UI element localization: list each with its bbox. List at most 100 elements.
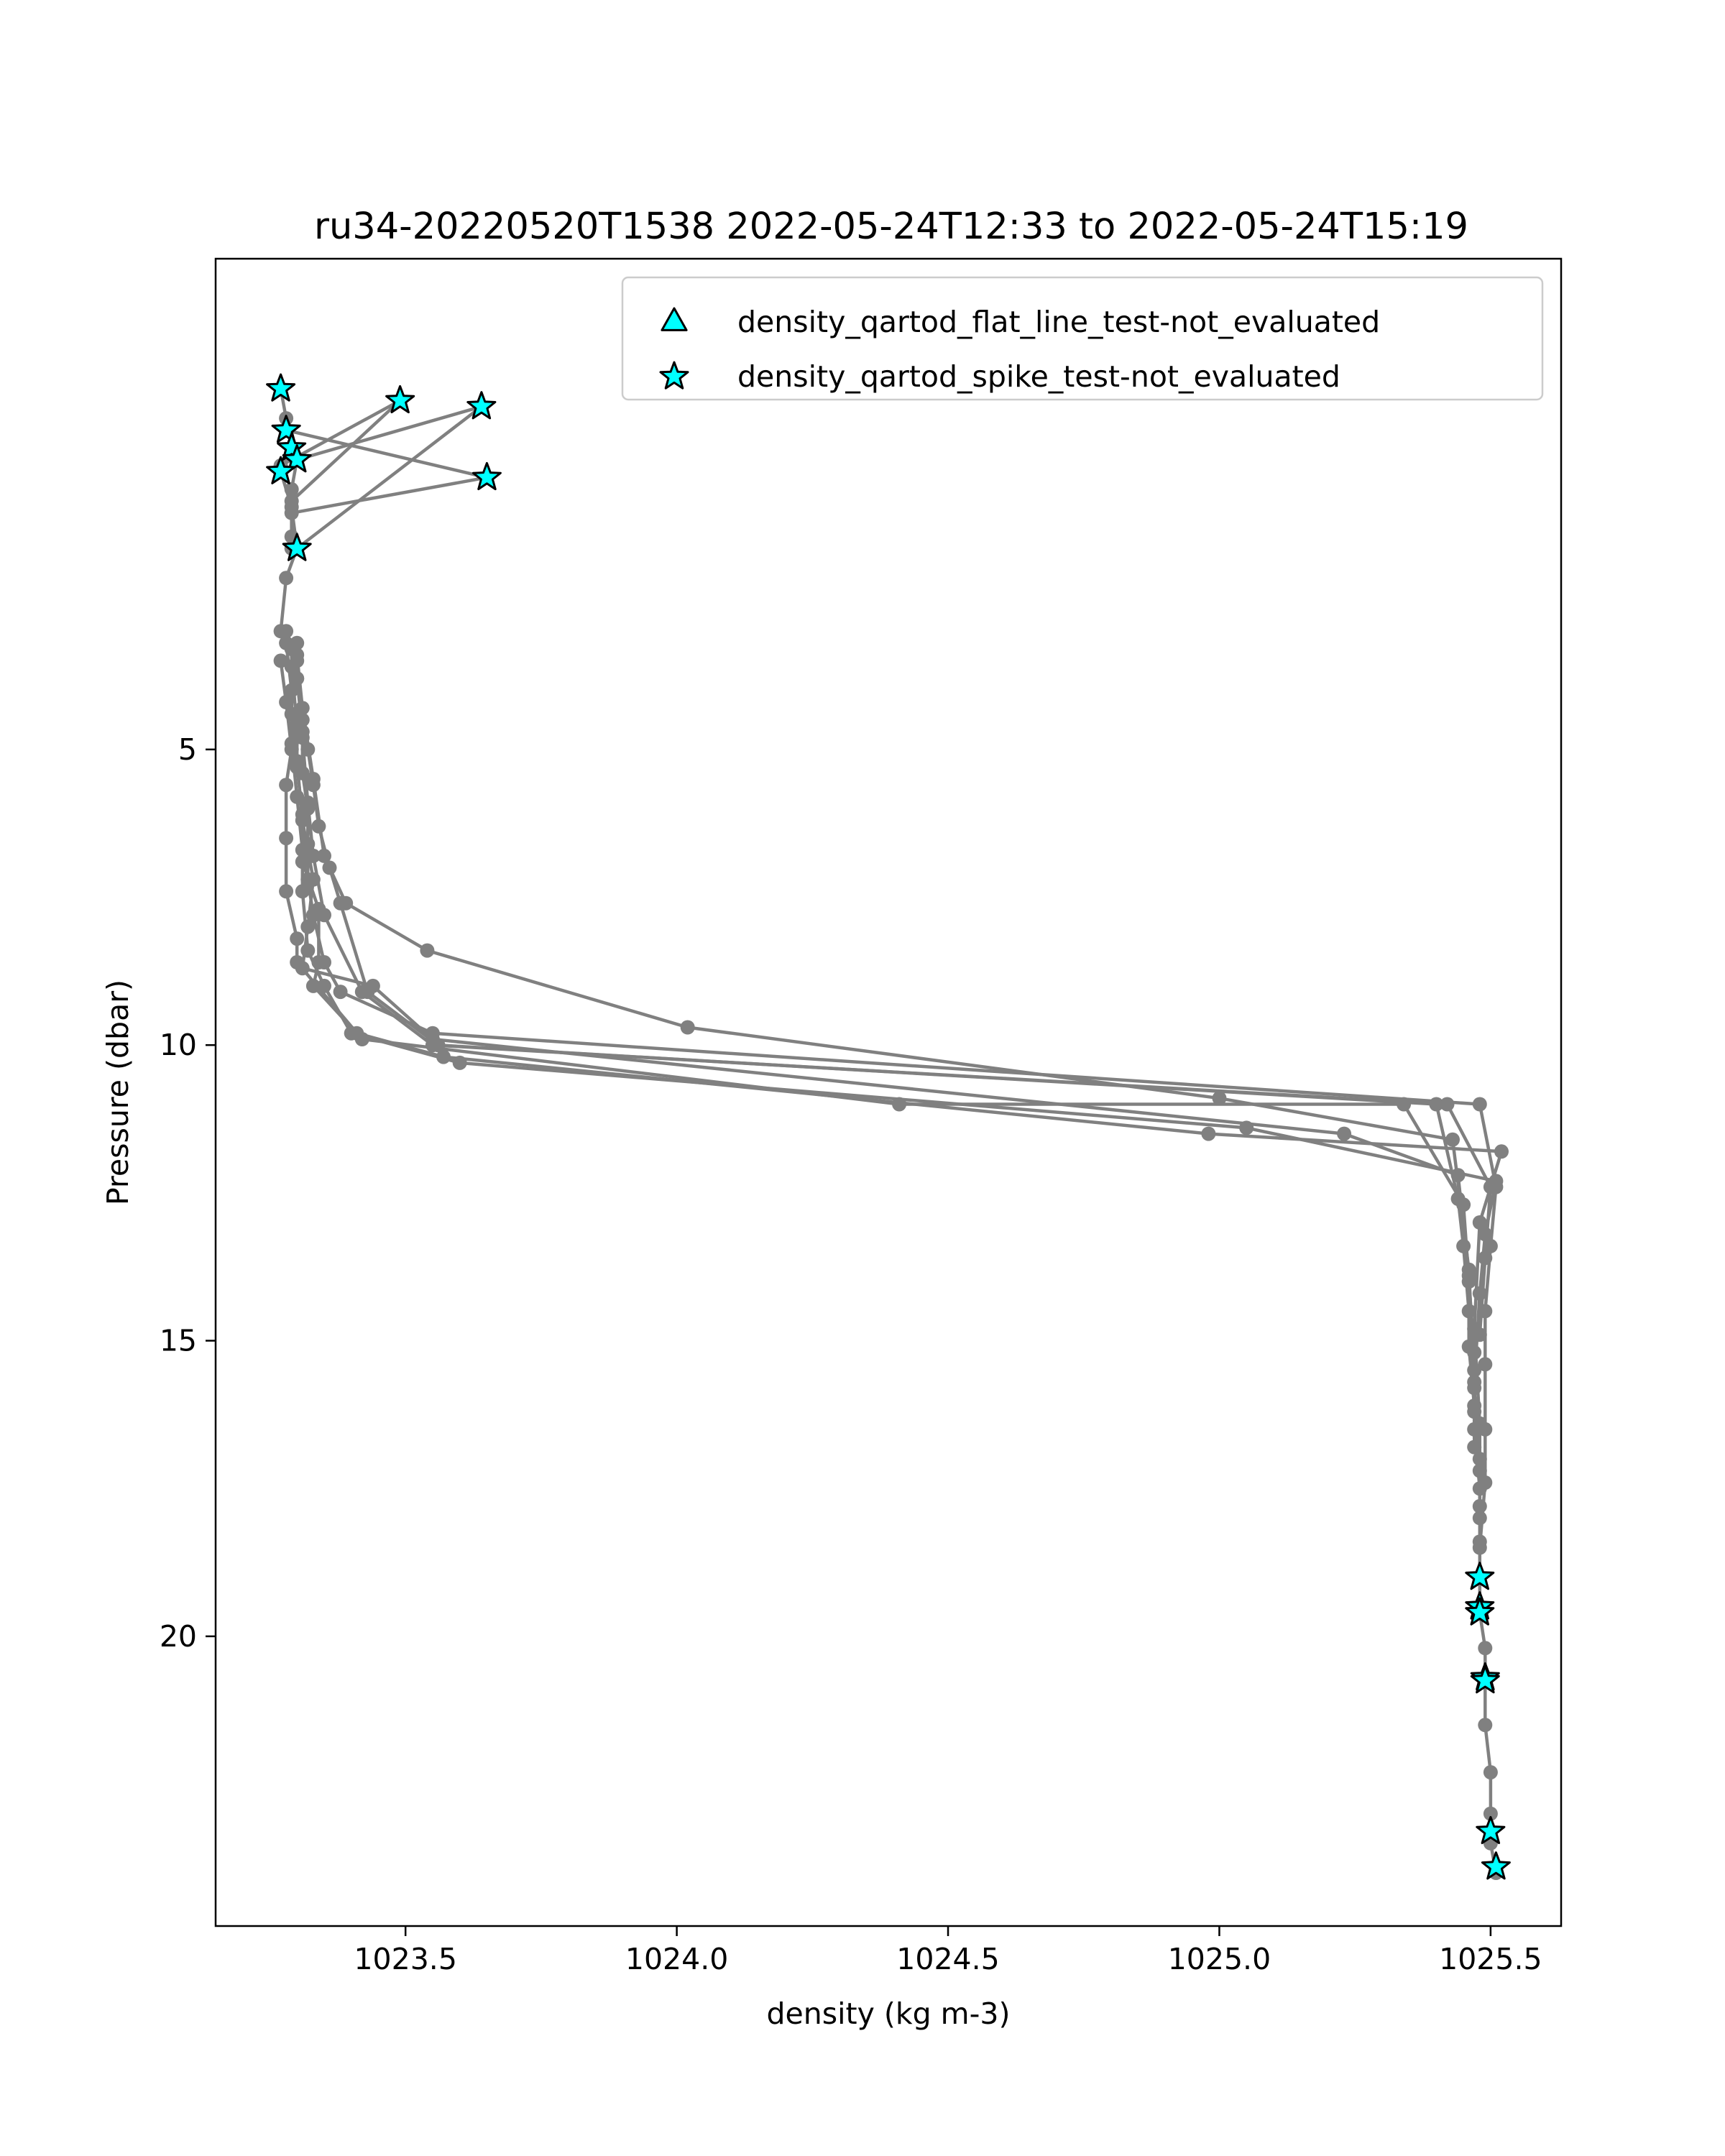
profile-point [279, 571, 294, 586]
profile-point [295, 701, 310, 716]
profile-point [365, 978, 380, 993]
profile-point [344, 1026, 359, 1041]
profile-point [1212, 1091, 1227, 1106]
profile-point [305, 978, 321, 993]
x-axis-label: density (kg m-3) [767, 1996, 1011, 2031]
profile-point [311, 955, 326, 969]
profile-point [290, 718, 305, 733]
chart-title: ru34-20220520T1538 2022-05-24T12:33 to 2… [314, 206, 1468, 248]
x-tick-label: 1025.5 [1439, 1942, 1542, 1976]
profile-point [300, 919, 316, 934]
profile-point [1472, 1327, 1487, 1342]
plot-area [266, 373, 1511, 1880]
profile-point [284, 482, 299, 497]
profile-point [300, 795, 316, 810]
profile-point [279, 884, 294, 899]
profile-point [295, 854, 310, 870]
spike-test-marker [466, 391, 497, 420]
spike-test-marker [1470, 1665, 1500, 1694]
profile-point [1478, 1475, 1493, 1490]
profile-point [317, 978, 331, 993]
profile-point [1494, 1144, 1509, 1159]
profile-point [1239, 1120, 1254, 1135]
profile-point [425, 1038, 440, 1053]
profile-point [1483, 1765, 1498, 1780]
profile-point [1472, 1215, 1487, 1230]
profile-point [1472, 1498, 1487, 1514]
profile-point [1450, 1168, 1466, 1183]
profile-point [333, 985, 348, 1000]
profile-point [1472, 1416, 1487, 1431]
spike-test-marker [282, 533, 312, 561]
profile-point [305, 772, 321, 786]
profile-point [305, 848, 321, 863]
profile-point [1478, 1250, 1493, 1266]
profile-point [1472, 1286, 1487, 1301]
profile-point [295, 813, 310, 828]
profile-point [300, 742, 316, 757]
profile-point [305, 872, 321, 887]
y-axis: 5 10 15 20 [160, 732, 216, 1654]
profile-point [1440, 1097, 1455, 1112]
profile-point [1456, 1238, 1471, 1253]
profile-point [317, 848, 331, 863]
legend-star-icon [659, 361, 689, 390]
profile-point [1456, 1197, 1471, 1212]
profile-point [295, 961, 310, 976]
profile-point [295, 884, 310, 899]
profile-point [311, 819, 326, 834]
legend-entry-label: density_qartod_flat_line_test-not_evalua… [737, 305, 1380, 339]
profile-point [680, 1020, 695, 1035]
spike-test-marker [1476, 1815, 1506, 1844]
profile-point [1472, 1540, 1487, 1555]
x-tick-label: 1025.0 [1168, 1942, 1271, 1976]
profile-point [1467, 1375, 1482, 1390]
profile-point [290, 789, 305, 804]
profile-line-12 [290, 405, 484, 550]
legend-box [621, 276, 1544, 401]
y-tick-label: 5 [178, 732, 197, 767]
profile-point [279, 831, 294, 846]
profile-point [339, 895, 354, 911]
profile-point [295, 842, 310, 857]
profile-point [284, 642, 299, 656]
legend: density_qartod_flat_line_test-not_evalua… [621, 276, 1544, 401]
profile-point [284, 494, 299, 509]
profile-point [290, 671, 305, 686]
spike-test-marker [385, 384, 415, 414]
axes-frame [214, 257, 1563, 1927]
x-tick-label: 1023.5 [354, 1942, 456, 1976]
profile-point [1461, 1268, 1476, 1283]
profile-point [279, 778, 294, 793]
spike-test-marker [1465, 1597, 1495, 1626]
profile-point [284, 683, 299, 698]
profile-point [420, 943, 435, 958]
profile-point [1445, 1132, 1460, 1147]
spike-test-marker [1465, 1562, 1495, 1590]
profile-point [1483, 1179, 1498, 1194]
y-tick-label: 10 [160, 1028, 197, 1062]
y-tick-label: 20 [160, 1619, 197, 1654]
profile-point [1467, 1363, 1482, 1378]
profile-point [1483, 1238, 1498, 1253]
profile-point [1472, 1511, 1487, 1526]
profile-point [452, 1055, 467, 1070]
spike-test-marker [266, 373, 296, 402]
profile-point [1201, 1126, 1216, 1141]
profile-point [1478, 1304, 1493, 1319]
y-axis-label: Pressure (dbar) [101, 980, 135, 1205]
profile-point [1461, 1339, 1476, 1354]
profile-point [284, 706, 299, 722]
profile-point [436, 1049, 451, 1064]
profile-point [1461, 1304, 1476, 1319]
profile-point [1472, 1097, 1487, 1112]
profile-point [290, 754, 305, 769]
profile-point [1429, 1097, 1444, 1112]
spike-test-marker [271, 415, 301, 443]
profile-point [1472, 1463, 1487, 1478]
spike-test-marker [1481, 1851, 1511, 1880]
x-axis: 1023.5 1024.0 1024.5 1025.0 1025.5 [354, 1926, 1542, 1976]
profile-point [295, 730, 310, 745]
profile-point [1478, 1718, 1493, 1733]
